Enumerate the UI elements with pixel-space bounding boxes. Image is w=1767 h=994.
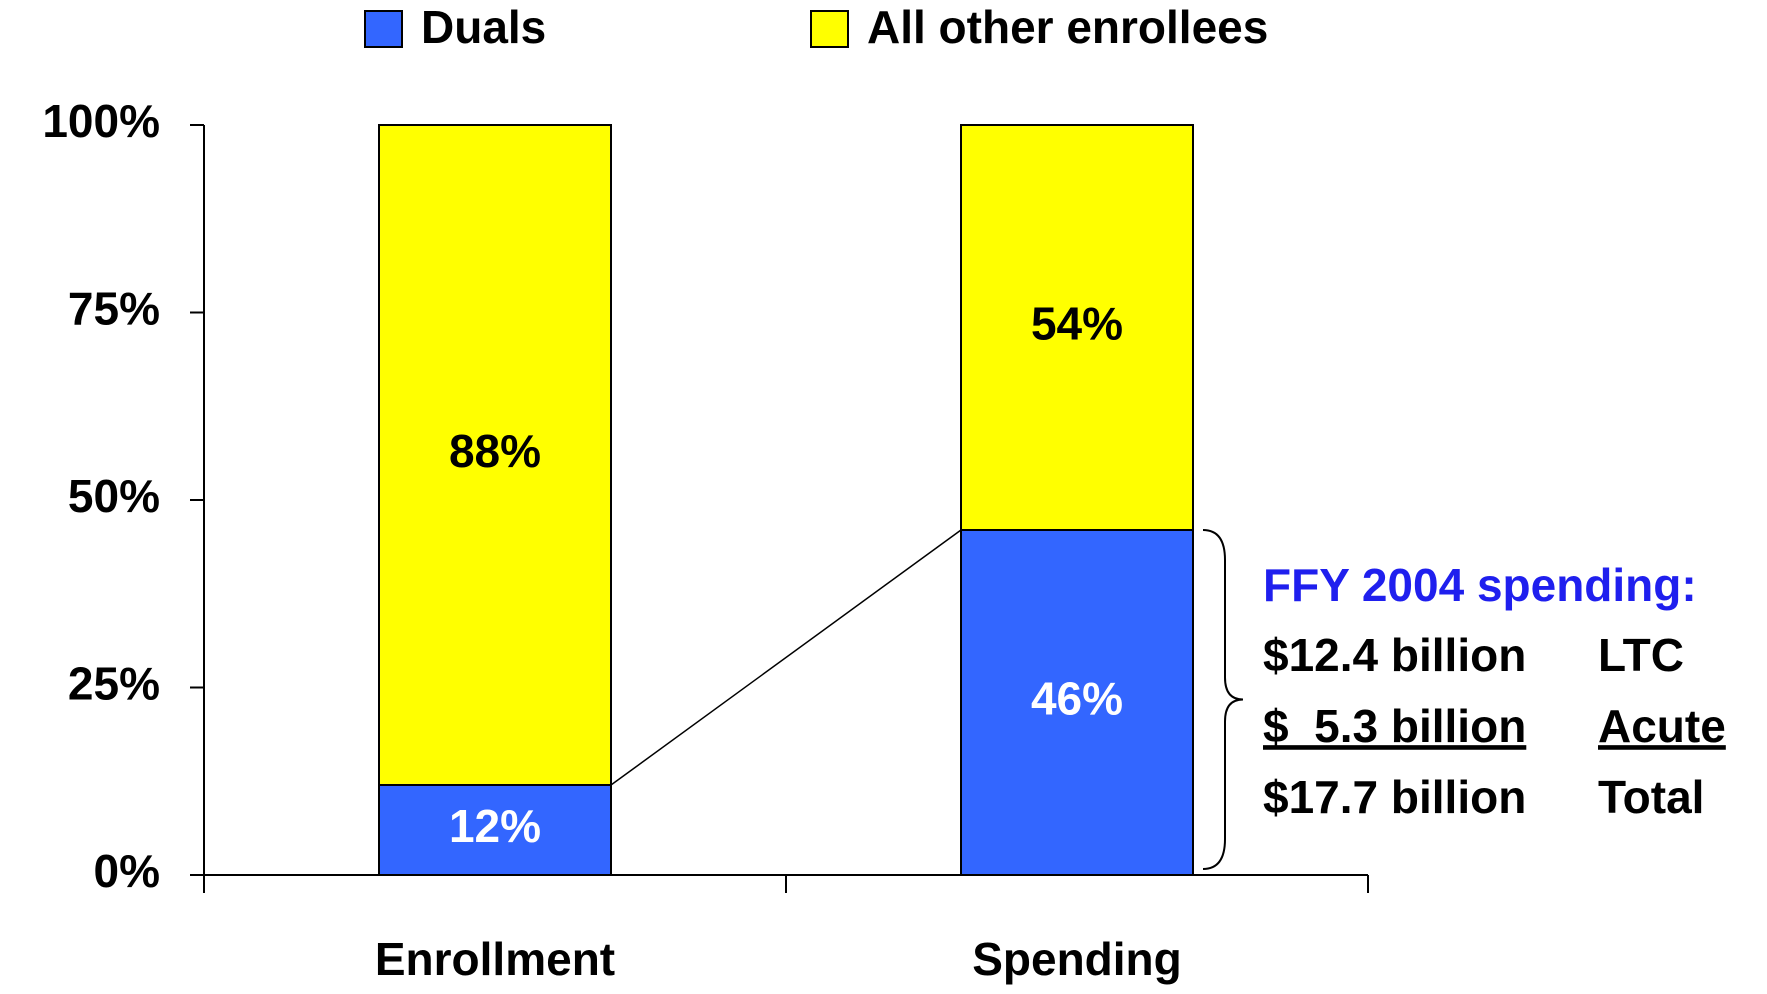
y-tick-label: 75% (68, 283, 160, 335)
annotation-amount: $17.7 billion (1263, 771, 1526, 823)
x-tick-label: Enrollment (375, 933, 615, 985)
bar-segment (960, 529, 1194, 876)
value-label: 12% (449, 800, 541, 852)
value-label: 88% (449, 425, 541, 477)
y-tick-label: 50% (68, 470, 160, 522)
annotation-title: FFY 2004 spending: (1263, 559, 1697, 611)
legend-label: All other enrollees (867, 1, 1268, 53)
annotation-kind: Acute (1598, 700, 1726, 752)
y-tick-label: 25% (68, 658, 160, 710)
y-tick-label: 0% (94, 845, 160, 897)
annotation-kind: Total (1598, 771, 1704, 823)
value-label: 46% (1031, 673, 1123, 725)
annotation-amount: $12.4 billion (1263, 629, 1526, 681)
connector (610, 529, 962, 786)
value-label: 54% (1031, 298, 1123, 350)
legend-label: Duals (421, 1, 546, 53)
x-tick-label: Spending (972, 933, 1182, 985)
legend-swatch (364, 10, 403, 48)
bar-segment (378, 124, 612, 786)
y-tick-label: 100% (42, 95, 160, 147)
legend-swatch (810, 10, 849, 48)
brace (1202, 529, 1244, 870)
bar-segment (960, 124, 1194, 531)
annotation-amount: $ 5.3 billion (1263, 700, 1526, 752)
annotation-kind: LTC (1598, 629, 1684, 681)
